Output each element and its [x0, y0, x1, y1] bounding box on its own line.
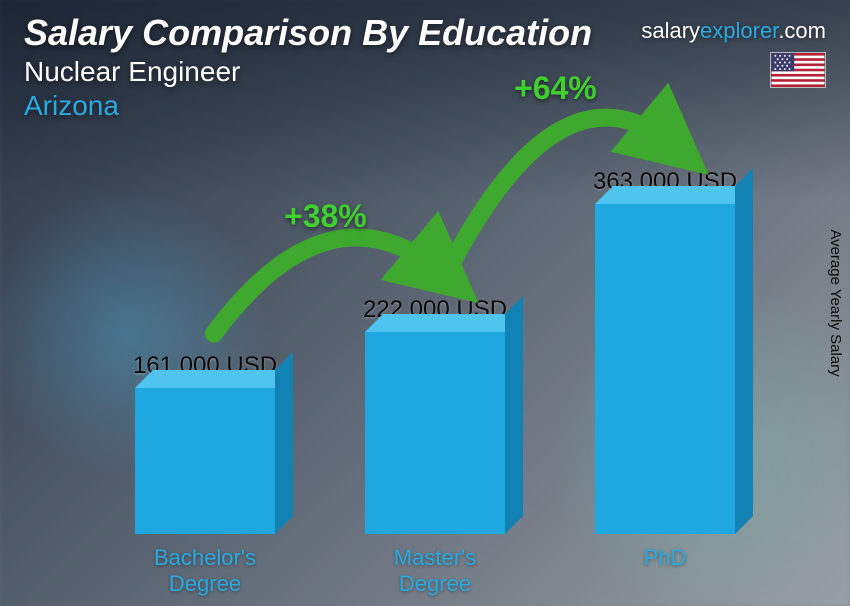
bar-2: 363,000 USD [565, 168, 765, 534]
job-title: Nuclear Engineer [24, 56, 826, 88]
x-axis-labels: Bachelor'sDegree Master'sDegree PhD [90, 545, 780, 596]
brand-accent: explorer [700, 18, 778, 43]
flag-icon [770, 52, 826, 88]
x-label: Bachelor'sDegree [105, 545, 305, 596]
bar-0: 161,000 USD [105, 352, 305, 534]
brand-suffix: .com [778, 18, 826, 43]
brand-prefix: salary [641, 18, 700, 43]
y-axis-label: Average Yearly Salary [827, 229, 844, 376]
region-label: Arizona [24, 90, 826, 122]
bar-shape [365, 332, 505, 534]
salary-chart: 161,000 USD222,000 USD363,000 USD [90, 160, 780, 534]
bar-1: 222,000 USD [335, 296, 535, 534]
x-label: Master'sDegree [335, 545, 535, 596]
brand-logo: salaryexplorer.com [641, 18, 826, 44]
bar-shape [595, 204, 735, 534]
x-label: PhD [565, 545, 765, 596]
pct-increase-label: +38% [284, 198, 367, 235]
bar-shape [135, 388, 275, 534]
